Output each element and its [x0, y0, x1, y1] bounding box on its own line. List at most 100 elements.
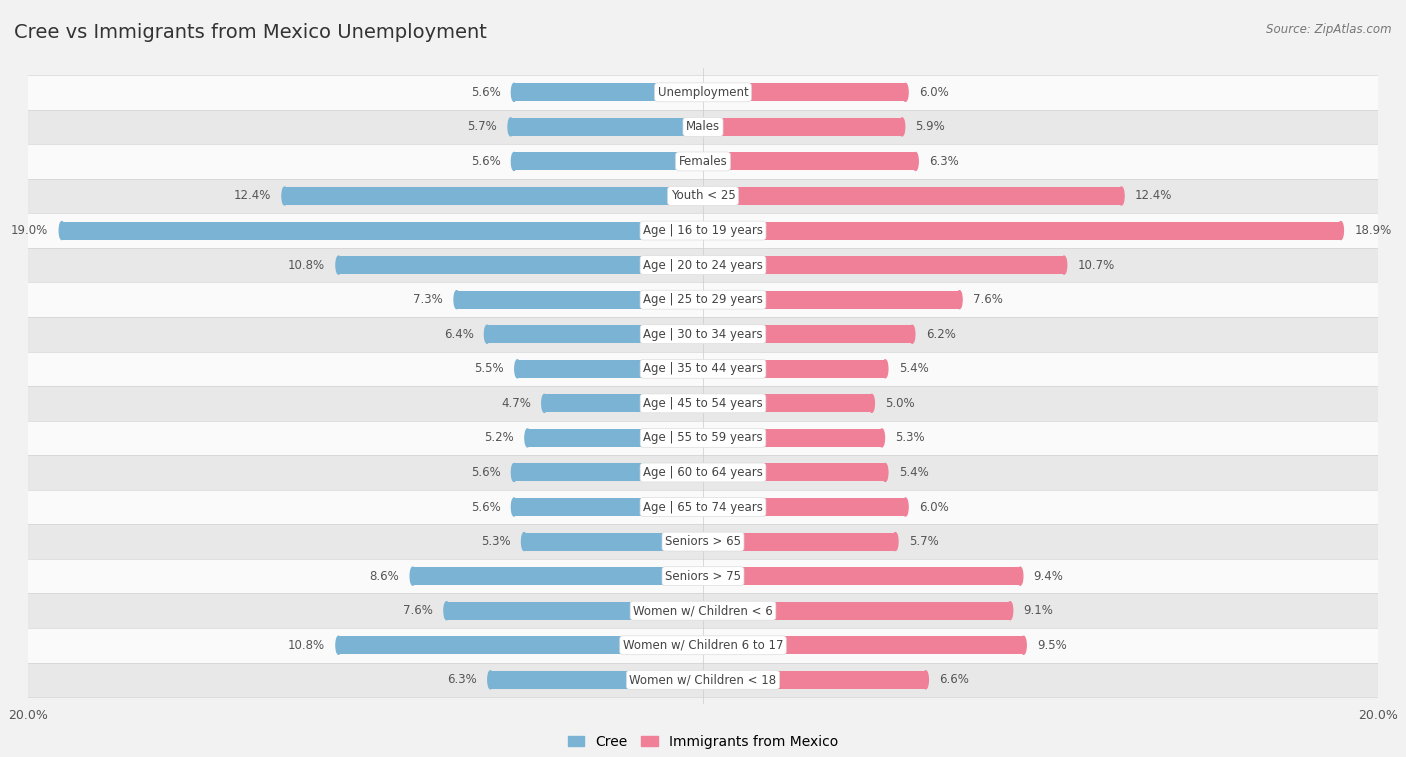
Ellipse shape	[883, 463, 887, 481]
Ellipse shape	[488, 671, 494, 689]
Text: Unemployment: Unemployment	[658, 86, 748, 99]
Bar	[703, 118, 903, 136]
Bar	[524, 533, 703, 550]
Bar	[703, 533, 896, 550]
Text: 6.0%: 6.0%	[920, 86, 949, 99]
Bar	[510, 118, 703, 136]
Text: Age | 16 to 19 years: Age | 16 to 19 years	[643, 224, 763, 237]
Legend: Cree, Immigrants from Mexico: Cree, Immigrants from Mexico	[562, 729, 844, 754]
Ellipse shape	[512, 463, 516, 481]
Text: 5.4%: 5.4%	[898, 466, 928, 479]
Ellipse shape	[524, 429, 530, 447]
Ellipse shape	[522, 533, 527, 550]
Text: 6.3%: 6.3%	[447, 673, 477, 687]
Bar	[28, 75, 1378, 110]
Bar	[486, 326, 703, 343]
Text: 6.6%: 6.6%	[939, 673, 969, 687]
Ellipse shape	[903, 498, 908, 516]
Ellipse shape	[508, 118, 513, 136]
Ellipse shape	[1018, 567, 1022, 585]
Bar	[703, 152, 915, 170]
Bar	[28, 628, 1378, 662]
Bar	[515, 463, 703, 481]
Ellipse shape	[283, 187, 287, 205]
Bar	[28, 559, 1378, 593]
Bar	[544, 394, 703, 413]
Bar	[515, 152, 703, 170]
Text: 5.4%: 5.4%	[898, 363, 928, 375]
Ellipse shape	[900, 118, 904, 136]
Ellipse shape	[910, 326, 915, 343]
Text: 5.3%: 5.3%	[896, 431, 925, 444]
Text: 5.6%: 5.6%	[471, 155, 501, 168]
Bar	[413, 567, 703, 585]
Ellipse shape	[59, 222, 65, 239]
Text: 8.6%: 8.6%	[370, 570, 399, 583]
Bar	[28, 351, 1378, 386]
Bar	[28, 144, 1378, 179]
Text: 5.6%: 5.6%	[471, 500, 501, 513]
Ellipse shape	[924, 671, 928, 689]
Bar	[703, 637, 1024, 654]
Ellipse shape	[485, 326, 489, 343]
Bar	[28, 179, 1378, 213]
Text: 12.4%: 12.4%	[1135, 189, 1173, 202]
Text: 7.3%: 7.3%	[413, 293, 443, 306]
Text: 5.0%: 5.0%	[886, 397, 915, 410]
Ellipse shape	[541, 394, 547, 413]
Bar	[703, 222, 1341, 239]
Bar	[28, 455, 1378, 490]
Text: 9.1%: 9.1%	[1024, 604, 1053, 617]
Text: Cree vs Immigrants from Mexico Unemployment: Cree vs Immigrants from Mexico Unemploym…	[14, 23, 486, 42]
Bar	[457, 291, 703, 309]
Text: Age | 35 to 44 years: Age | 35 to 44 years	[643, 363, 763, 375]
Text: 19.0%: 19.0%	[11, 224, 48, 237]
Ellipse shape	[512, 83, 516, 101]
Ellipse shape	[454, 291, 460, 309]
Bar	[28, 593, 1378, 628]
Ellipse shape	[883, 360, 887, 378]
Bar	[703, 602, 1010, 620]
Text: 6.0%: 6.0%	[920, 500, 949, 513]
Text: Age | 45 to 54 years: Age | 45 to 54 years	[643, 397, 763, 410]
Ellipse shape	[515, 360, 520, 378]
Text: 5.3%: 5.3%	[481, 535, 510, 548]
Ellipse shape	[444, 602, 449, 620]
Text: 5.7%: 5.7%	[908, 535, 939, 548]
Text: Age | 65 to 74 years: Age | 65 to 74 years	[643, 500, 763, 513]
Text: 5.2%: 5.2%	[484, 431, 515, 444]
Text: Age | 60 to 64 years: Age | 60 to 64 years	[643, 466, 763, 479]
Text: Youth < 25: Youth < 25	[671, 189, 735, 202]
Bar	[339, 637, 703, 654]
Text: 7.6%: 7.6%	[973, 293, 1002, 306]
Text: 5.6%: 5.6%	[471, 86, 501, 99]
Ellipse shape	[336, 637, 342, 654]
Bar	[515, 498, 703, 516]
Ellipse shape	[1062, 256, 1067, 274]
Bar	[28, 490, 1378, 525]
Text: Source: ZipAtlas.com: Source: ZipAtlas.com	[1267, 23, 1392, 36]
Ellipse shape	[912, 152, 918, 170]
Text: Age | 25 to 29 years: Age | 25 to 29 years	[643, 293, 763, 306]
Bar	[703, 83, 905, 101]
Ellipse shape	[512, 152, 516, 170]
Text: Age | 30 to 34 years: Age | 30 to 34 years	[643, 328, 763, 341]
Text: 12.4%: 12.4%	[233, 189, 271, 202]
Text: 10.7%: 10.7%	[1077, 259, 1115, 272]
Text: Seniors > 65: Seniors > 65	[665, 535, 741, 548]
Ellipse shape	[903, 83, 908, 101]
Bar	[703, 567, 1021, 585]
Ellipse shape	[1008, 602, 1012, 620]
Bar	[447, 602, 703, 620]
Text: 10.8%: 10.8%	[288, 259, 325, 272]
Text: 5.9%: 5.9%	[915, 120, 945, 133]
Text: Males: Males	[686, 120, 720, 133]
Bar	[703, 429, 882, 447]
Bar	[339, 256, 703, 274]
Bar	[28, 110, 1378, 144]
Text: 9.5%: 9.5%	[1038, 639, 1067, 652]
Bar	[28, 213, 1378, 248]
Text: Seniors > 75: Seniors > 75	[665, 570, 741, 583]
Ellipse shape	[1021, 637, 1026, 654]
Text: 5.7%: 5.7%	[467, 120, 498, 133]
